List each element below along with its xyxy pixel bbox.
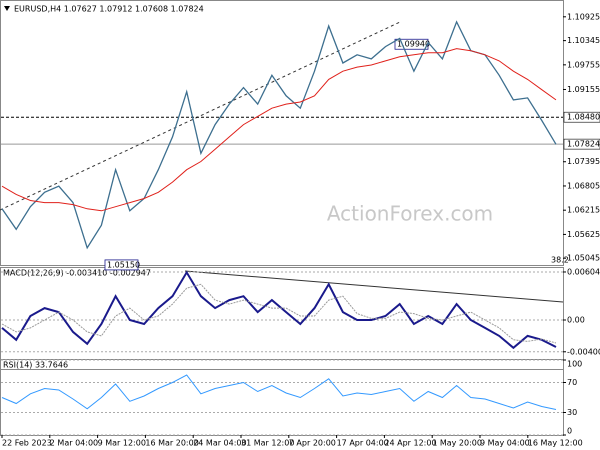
menu-triangle (4, 6, 10, 11)
rsi-title: RSI(14) 33.7646 (3, 361, 68, 370)
macd-title: MACD(12,26,9) -0.003410 -0.002947 (3, 269, 151, 278)
price-marker-label: 1.09940 (397, 40, 430, 49)
x-tick-label: 16 May 12:00 (528, 439, 583, 448)
price-marker-box (104, 259, 139, 271)
fib-label: 38.2 (551, 256, 569, 265)
y-tick-label: 1.09755 (567, 60, 600, 69)
level-label: 1.08480 (567, 113, 600, 122)
level-box (563, 111, 600, 123)
y-tick-label: 1.05045 (567, 254, 600, 263)
x-tick-label: 24 Mar 04:00 (193, 439, 246, 448)
price-frame (0, 0, 564, 266)
series-line (1, 270, 557, 350)
y-tick-label: -0.004005 (567, 347, 600, 356)
y-tick-label: 1.10925 (567, 12, 600, 21)
x-tick-label: 9 Mar 12:00 (98, 439, 146, 448)
level-label: 1.07824 (567, 140, 600, 149)
series-line (1, 283, 557, 344)
x-tick-label: 16 Mar 20:00 (145, 439, 198, 448)
y-tick-label: 0.006049 (567, 268, 600, 277)
y-tick-label: 1.06805 (567, 181, 600, 190)
x-tick-label: 17 Apr 04:00 (337, 439, 389, 448)
watermark: ActionForex.com (327, 202, 493, 226)
x-tick-label: 7 Apr 20:00 (289, 439, 336, 448)
y-tick-label: 70 (567, 378, 577, 387)
macd-frame (0, 267, 564, 370)
x-tick-label: 22 Feb 2023 (2, 439, 52, 448)
y-tick-label: 30 (567, 408, 577, 417)
x-tick-label: 31 Mar 12:00 (241, 439, 294, 448)
y-tick-label: 0 (567, 427, 572, 436)
rsi-frame (0, 359, 564, 436)
series-line (1, 20, 557, 250)
price-marker-label: 1.05150 (107, 260, 140, 269)
x-tick-label: 9 May 04:00 (480, 439, 530, 448)
series-line (1, 48, 557, 212)
y-tick-label: 1.06215 (567, 206, 600, 215)
x-tick-label: 1 May 20:00 (432, 439, 482, 448)
y-tick-label: 100 (567, 360, 582, 369)
y-tick-label: 1.10345 (567, 36, 600, 45)
trend-line (0, 21, 401, 211)
y-tick-label: 1.07395 (567, 157, 600, 166)
series-line (1, 374, 557, 410)
y-tick-label: 1.05625 (567, 230, 600, 239)
y-tick-label: 0.00 (567, 315, 585, 324)
y-tick-label: 1.09155 (567, 85, 600, 94)
level-box (563, 138, 600, 150)
macd-trend-line (184, 270, 564, 303)
x-tick-label: 2 Mar 04:00 (50, 439, 98, 448)
price-title: EURUSD,H4 1.07627 1.07912 1.07608 1.0782… (14, 5, 204, 14)
x-tick-label: 24 Apr 12:00 (384, 439, 436, 448)
